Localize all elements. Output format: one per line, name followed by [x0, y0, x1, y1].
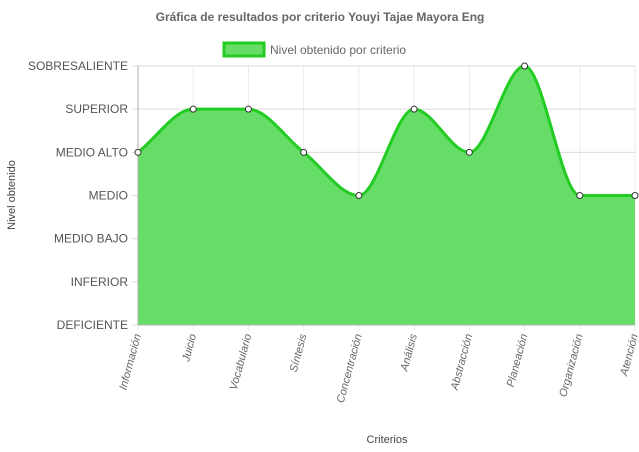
x-tick-label: Información	[117, 333, 143, 392]
y-tick-label: INFERIOR	[71, 275, 129, 289]
y-tick-label: SOBRESALIENTE	[28, 59, 128, 73]
legend-swatch	[222, 41, 266, 58]
data-point[interactable]	[300, 148, 308, 156]
y-axis-title: Nivel obtenido	[6, 160, 18, 230]
data-points	[134, 62, 639, 199]
data-point[interactable]	[410, 105, 418, 113]
series-area	[137, 64, 635, 325]
legend[interactable]: Nivel obtenido por criterio	[222, 41, 406, 58]
y-tick-label: MEDIO BAJO	[54, 232, 128, 246]
series-area-fill	[138, 66, 635, 325]
y-axis-ticks: DEFICIENTE INFERIOR MEDIO BAJO MEDIO MEDIO A…	[28, 59, 128, 332]
x-tick-label: Juicio	[180, 333, 199, 364]
data-point[interactable]	[631, 192, 639, 199]
legend-label: Nivel obtenido por criterio	[270, 43, 406, 57]
x-tick-label: Organización	[557, 333, 585, 399]
x-tick-label: Vocabulario	[228, 333, 255, 392]
series-line	[137, 64, 635, 198]
data-point[interactable]	[244, 105, 252, 113]
y-tick-label: DEFICIENTE	[57, 318, 128, 332]
axes	[137, 66, 635, 326]
x-axis-title: Criterios	[367, 434, 408, 446]
x-axis-ticks: Información Juicio Vocabulario Síntesis Conc…	[117, 332, 639, 404]
chart-title: Gráfica de resultados por criterio Youyi…	[156, 10, 485, 24]
data-point[interactable]	[521, 62, 529, 70]
x-tick-label: Análisis	[398, 332, 420, 373]
x-tick-label: Concentración	[335, 333, 365, 405]
y-tick-label: MEDIO ALTO	[56, 145, 128, 159]
y-tick-label: MEDIO	[89, 189, 128, 203]
data-point[interactable]	[576, 192, 584, 199]
data-point[interactable]	[355, 192, 363, 199]
x-tick-label: Planeación	[505, 333, 531, 389]
data-point[interactable]	[134, 148, 142, 156]
data-point[interactable]	[465, 148, 473, 156]
data-point[interactable]	[189, 105, 197, 113]
x-tick-label: Abstracción	[449, 333, 476, 393]
x-tick-label: Atención	[618, 333, 639, 378]
x-tick-label: Síntesis	[288, 332, 310, 373]
y-tick-label: SUPERIOR	[65, 102, 128, 116]
